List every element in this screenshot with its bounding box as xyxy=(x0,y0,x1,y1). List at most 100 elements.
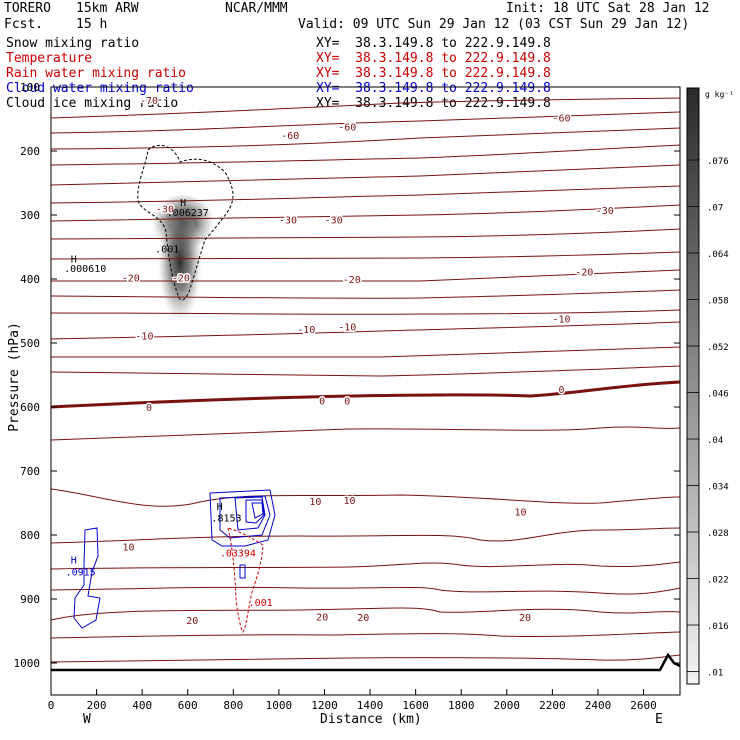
x-tick-label: 200 xyxy=(87,699,107,712)
y-tick-label: 400 xyxy=(20,273,40,286)
isotherm-line xyxy=(50,426,681,441)
isotherm-line xyxy=(50,269,681,282)
maximum-label: H xyxy=(71,555,77,566)
isotherm-line xyxy=(50,321,681,340)
field-temperature-xy: XY= 38.3.149.8 to 222.9.149.8 xyxy=(316,51,551,66)
isotherm-label: 10 xyxy=(122,543,134,554)
isotherm-label: -10 xyxy=(297,325,315,336)
isotherm-line xyxy=(50,309,681,315)
isotherm-line xyxy=(50,346,681,358)
x-tick-label: 2000 xyxy=(494,699,521,712)
field-cloudwater-xy: XY= 38.3.149.8 to 222.9.149.8 xyxy=(316,81,551,96)
x-tick-label: 1200 xyxy=(311,699,338,712)
colorbar-label: .04 xyxy=(707,436,723,446)
isotherm-line xyxy=(50,111,681,134)
isotherm-line xyxy=(50,607,681,621)
x-tick-label: 0 xyxy=(48,699,55,712)
x-tick-label: 1600 xyxy=(402,699,429,712)
isotherm-label: 20 xyxy=(519,613,531,624)
maximum-label: H xyxy=(217,502,223,513)
isotherm-label: -60 xyxy=(338,123,356,134)
snow-shading-lower xyxy=(158,208,202,328)
isotherm-line xyxy=(50,488,681,507)
isotherm-label: -30 xyxy=(325,215,343,226)
colorbar-label: .028 xyxy=(707,529,729,539)
isotherm-label: -60 xyxy=(552,114,570,125)
field-rain-name: Rain water mixing ratio xyxy=(6,66,187,81)
field-snow-name: Snow mixing ratio xyxy=(6,36,140,51)
isotherm-line xyxy=(50,631,681,639)
x-axis-title: Distance (km) xyxy=(320,712,422,727)
field-rain-xy: XY= 38.3.149.8 to 222.9.149.8 xyxy=(316,66,551,81)
isotherm-label: 0 xyxy=(558,385,564,396)
colorbar xyxy=(686,87,700,685)
y-axis-title: Pressure (hPa) xyxy=(6,322,22,432)
cloud-ice-contour xyxy=(137,144,234,301)
forecast-label: Fcst. xyxy=(4,17,44,32)
x-tick-label: 600 xyxy=(178,699,198,712)
y-tick-label: 300 xyxy=(20,209,40,222)
temperature-isotherms xyxy=(50,97,681,663)
isotherm-label: -30 xyxy=(156,205,174,216)
y-tick-label: 800 xyxy=(20,529,40,542)
maximum-label: H xyxy=(71,255,77,266)
isotherm-label: 20 xyxy=(357,613,369,624)
isotherm-line xyxy=(50,144,681,166)
isotherm-label: -20 xyxy=(122,274,140,285)
isotherm-label: 20 xyxy=(316,612,328,623)
isotherm-label: 20 xyxy=(186,616,198,627)
isotherm-line xyxy=(50,127,681,150)
isotherm-line xyxy=(50,654,681,663)
isotherm-label: -10 xyxy=(552,315,570,326)
y-tick-label: 600 xyxy=(20,401,40,414)
x-tick-label: 1000 xyxy=(266,699,293,712)
plot-frame xyxy=(50,86,681,696)
isotherm-line xyxy=(50,289,681,299)
field-snow-xy: XY= 38.3.149.8 to 222.9.149.8 xyxy=(316,36,551,51)
isotherm-label: -30 xyxy=(279,215,297,226)
isotherm-label: 0 xyxy=(146,403,152,414)
west-label: W xyxy=(83,712,91,727)
isotherm-line xyxy=(50,561,681,570)
maximum-label: .0915 xyxy=(66,567,96,578)
isotherm-line xyxy=(50,164,681,186)
isotherm-line xyxy=(50,228,681,240)
isotherm-line xyxy=(50,185,681,204)
x-tick-label: 1400 xyxy=(357,699,384,712)
maximum-label: .8153 xyxy=(211,514,241,525)
colorbar-label: .052 xyxy=(707,343,729,353)
valid-time: Valid: 09 UTC Sun 29 Jan 12 (03 CST Sun … xyxy=(298,17,690,32)
maximum-label: .000610 xyxy=(64,264,106,275)
freezing-level-isotherm xyxy=(50,380,681,409)
isotherm-label: 10 xyxy=(309,497,321,508)
cloud-water-contours xyxy=(73,489,276,629)
isotherm-label: -10 xyxy=(135,331,153,342)
isotherm-label: 10 xyxy=(344,496,356,507)
isotherm-label: 0 xyxy=(344,397,350,408)
model-resolution: 15km ARW xyxy=(76,1,139,16)
model-name: TORERO xyxy=(4,1,51,16)
isotherm-label: -20 xyxy=(575,267,593,278)
colorbar-label: .076 xyxy=(707,157,729,167)
isotherm-label: 10 xyxy=(514,507,526,518)
maximum-label: .001 xyxy=(249,598,273,609)
isotherm-line xyxy=(50,97,681,119)
isotherm-label: -60 xyxy=(281,131,299,142)
isotherm-label: -30 xyxy=(596,206,614,217)
isotherm-label: -20 xyxy=(172,274,190,285)
colorbar-label: .022 xyxy=(707,576,729,586)
x-tick-label: 2600 xyxy=(630,699,657,712)
colorbar-ticks: .076 .07 .064 .058 .052 .046 .04 .034 .028 .022 .0… xyxy=(687,157,729,679)
isotherm-label: -20 xyxy=(343,275,361,286)
x-tick-label: 800 xyxy=(223,699,243,712)
isotherm-line xyxy=(50,365,681,377)
organization: NCAR/MMM xyxy=(225,1,288,16)
field-temperature-name: Temperature xyxy=(6,51,93,66)
isotherm-line xyxy=(50,586,681,595)
y-tick-label: 900 xyxy=(20,593,40,606)
contour-labels: -70 -60 -60 -60 -30 -30 -30 -30 -20 -20 -20 -20 -10 -… xyxy=(64,94,615,628)
y-tick-label: 700 xyxy=(20,465,40,478)
y-tick-label: 500 xyxy=(20,337,40,350)
isotherm-line xyxy=(50,204,681,222)
